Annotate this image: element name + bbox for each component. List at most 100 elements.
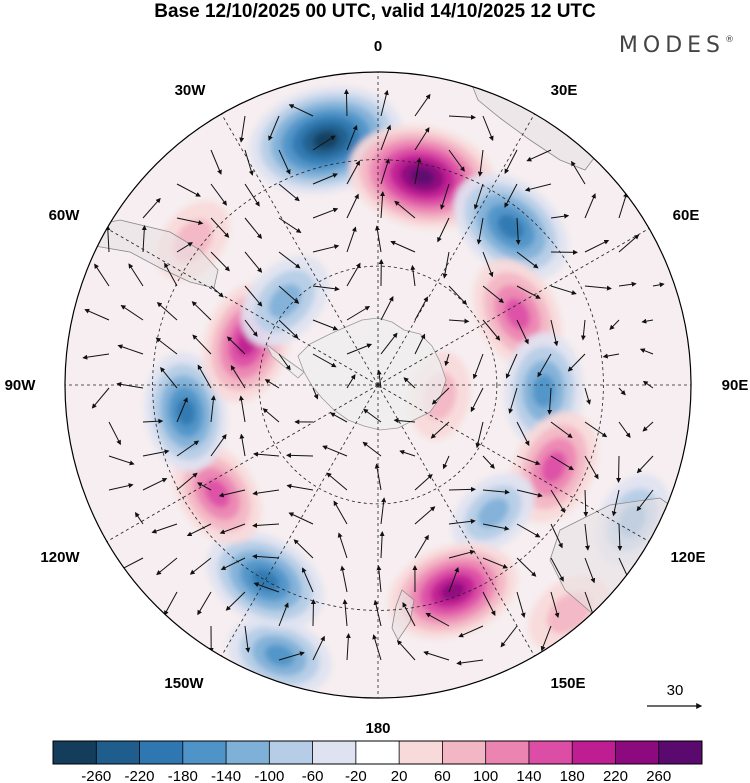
colorbar-tick-label: -220 [125,768,155,783]
brand-text: MODES [618,33,725,58]
colorbar-swatch [572,741,616,764]
wind-vector [210,395,216,423]
wind-vector [524,183,552,192]
wind-vector [197,591,212,616]
wind-vector [252,553,280,559]
wind-vector [584,557,596,584]
wind-vector [155,337,178,355]
wind-vector [244,319,258,337]
wind-vector [156,302,178,321]
colorbar-swatch [139,741,184,764]
wind-vector [116,381,144,389]
wind-vector [108,421,121,446]
wind-vector [448,566,459,593]
wind-vector [477,149,484,177]
wind-vector [253,582,280,593]
wind-vector [278,353,291,371]
colorbar-swatch [615,741,660,764]
anomaly-cell [349,125,496,229]
wind-vectors [82,89,665,666]
wind-vector [189,557,212,575]
wind-vector [584,387,591,405]
lon-label-150e: 150E [550,675,585,692]
wind-vector [550,455,574,471]
wind-vector [414,157,422,185]
wind-vector [639,348,654,355]
colorbar-tick-label: -140 [211,768,241,783]
wind-vector [470,387,484,413]
lon-label-60w: 60W [49,207,81,224]
wind-vector [580,319,586,341]
wind-vector [312,244,340,253]
wind-vector [156,557,178,576]
colorbar-swatch [269,741,313,764]
wind-vector [390,240,416,253]
wind-vector [504,149,518,174]
wind-vector [482,455,495,469]
colorbar-tick-label: 100 [473,768,498,783]
wind-vector [333,500,348,525]
anomaly-cell [388,542,518,639]
wind-vector [253,451,280,457]
wind-vector [91,387,110,409]
latitude-circle [152,159,604,611]
wind-vector [550,591,560,618]
wind-vector [500,625,518,648]
wind-vector [516,285,541,299]
colorbar-swatch [226,741,270,764]
wind-vector [618,281,637,287]
wind-vector [176,397,188,423]
wind-vector [301,567,314,593]
wind-vector [380,497,387,525]
wind-vector [448,149,465,172]
wind-vector [312,135,336,151]
wind-vector [516,421,530,446]
wind-vector [448,285,468,306]
wind-vector [142,197,161,219]
wind-vector [571,160,586,185]
wind-vector [380,158,390,185]
wind-vector [476,217,484,245]
colorbar-swatch [399,741,443,764]
colorbar-tick-label: 20 [391,768,408,783]
lon-label-90w: 90W [5,377,37,394]
wind-vector [312,353,337,368]
wind-vector [448,114,476,120]
wind-vector [278,319,299,339]
wind-vector [584,455,599,480]
wind-vector [346,343,373,355]
wind-vector [239,433,246,457]
wind-vector [346,374,356,389]
wind-vector [210,251,230,272]
wind-vector [286,483,314,491]
wind-vector [108,455,135,466]
wind-vector [550,489,566,514]
wind-vector [516,251,539,269]
colorbar-frame [52,740,703,765]
colorbar-tick-label: 220 [603,768,628,783]
wind-vector [134,511,144,525]
wind-vector [516,591,526,618]
wind-vector [343,89,349,117]
wind-vector [618,421,631,439]
wind-vector [482,115,494,142]
meridian-line [377,384,650,542]
wind-vector [210,183,227,206]
wind-vector [312,285,340,292]
wind-vector [337,532,348,559]
wind-vector [362,408,382,423]
wind-vector [244,149,254,176]
wind-vector [394,200,416,219]
wind-vector [423,650,450,661]
wind-vector [362,441,382,457]
anomaly-cell [453,173,568,281]
lon-label-60e: 60E [673,207,700,224]
wind-vector [442,455,450,470]
wind-vector [642,380,654,389]
wind-vector [210,149,222,175]
anomaly-cell [173,443,262,544]
wind-vector [380,124,392,151]
wind-vector [550,421,573,439]
colorbar-swatch [485,741,530,764]
wind-vector [186,523,212,537]
